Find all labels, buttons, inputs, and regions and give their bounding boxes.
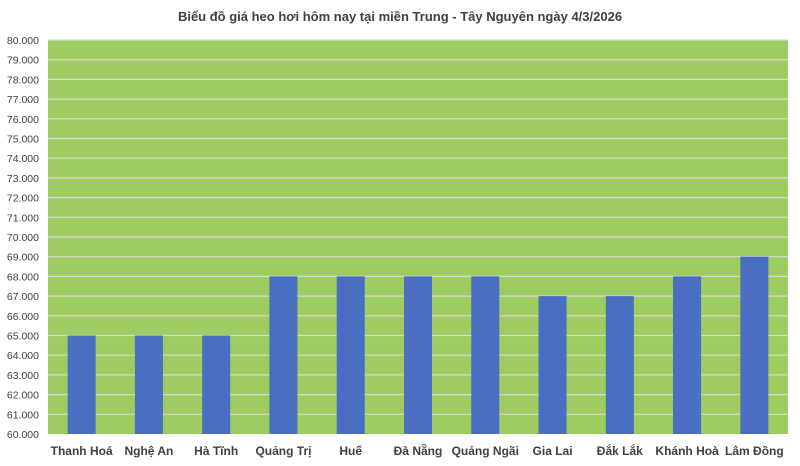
bar — [605, 296, 634, 434]
y-tick-label: 73.000 — [7, 173, 39, 185]
x-tick-label: Nghệ An — [124, 444, 173, 458]
bar — [538, 296, 567, 434]
y-tick-label: 76.000 — [7, 114, 39, 126]
bar — [673, 276, 702, 434]
x-tick-label: Gia Lai — [533, 444, 573, 458]
x-tick-label: Lâm Đồng — [725, 444, 784, 458]
x-tick-label: Đắk Lắk — [597, 443, 643, 458]
x-tick-label: Huế — [339, 444, 362, 458]
y-tick-label: 63.000 — [7, 370, 39, 382]
x-tick-label: Quảng Ngãi — [452, 444, 519, 458]
x-tick-label: Đà Nẵng — [394, 443, 443, 458]
bar — [404, 276, 432, 434]
y-tick-label: 64.000 — [7, 350, 39, 362]
bar — [269, 276, 298, 434]
y-tick-label: 78.000 — [7, 74, 39, 86]
y-tick-label: 68.000 — [7, 271, 39, 283]
y-tick-label: 80.000 — [7, 35, 39, 47]
y-tick-label: 65.000 — [7, 331, 39, 343]
y-tick-label: 79.000 — [7, 55, 39, 67]
chart-title: Biểu đồ giá heo hơi hôm nay tại miền Tru… — [177, 9, 623, 24]
y-tick-label: 60.000 — [7, 429, 39, 441]
x-tick-label: Quảng Trị — [255, 444, 311, 458]
y-tick-label: 69.000 — [7, 252, 39, 264]
y-tick-label: 62.000 — [7, 390, 39, 402]
y-tick-label: 72.000 — [7, 193, 39, 205]
y-tick-label: 70.000 — [7, 232, 39, 244]
y-tick-label: 71.000 — [7, 212, 39, 224]
x-tick-label: Thanh Hoá — [51, 444, 113, 458]
y-tick-label: 67.000 — [7, 291, 39, 303]
bar — [471, 276, 500, 434]
bar — [202, 335, 231, 434]
bar — [67, 335, 96, 434]
x-tick-label: Khánh Hoà — [655, 444, 719, 458]
y-tick-label: 66.000 — [7, 311, 39, 323]
bar — [740, 256, 769, 434]
bar — [336, 276, 365, 434]
y-tick-label: 74.000 — [7, 153, 39, 165]
y-tick-label: 61.000 — [7, 409, 39, 421]
y-tick-label: 75.000 — [7, 134, 39, 146]
bar — [134, 335, 163, 434]
y-tick-label: 77.000 — [7, 94, 39, 106]
x-tick-label: Hà Tĩnh — [194, 444, 238, 458]
